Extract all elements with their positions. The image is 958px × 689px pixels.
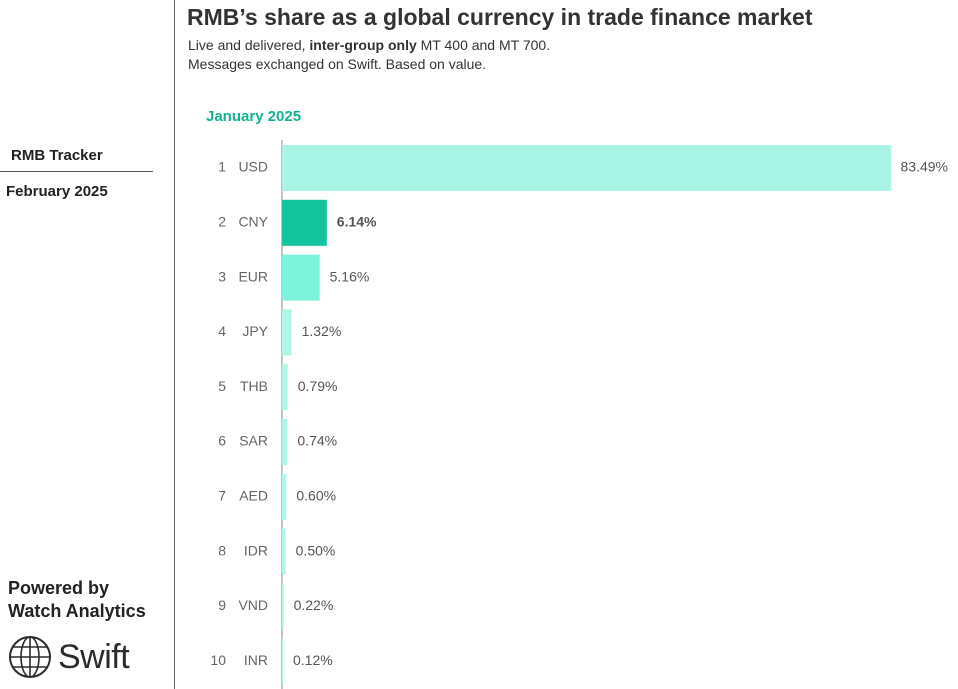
rank-label: 1 <box>218 159 226 175</box>
bar-inr <box>282 638 283 685</box>
value-label: 0.12% <box>293 652 333 668</box>
category-label: SAR <box>239 433 268 449</box>
vertical-divider <box>174 0 175 689</box>
period-label: January 2025 <box>206 108 302 125</box>
value-label: 0.22% <box>294 597 334 613</box>
subtitle-line1: Live and delivered, inter-group only MT … <box>188 37 550 53</box>
category-label: JPY <box>242 323 268 339</box>
subtitle-prefix: Live and delivered, <box>188 37 310 53</box>
category-label: INR <box>244 652 268 668</box>
bar-sar <box>282 419 288 465</box>
subtitle-line2: Messages exchanged on Swift. Based on va… <box>188 56 487 72</box>
tracker-date: February 2025 <box>6 183 108 200</box>
value-label: 83.49% <box>901 159 948 175</box>
value-label: 0.50% <box>296 542 336 558</box>
rank-label: 6 <box>218 433 226 449</box>
subtitle-suffix: MT 400 and MT 700. <box>416 37 551 53</box>
bar-jpy <box>282 309 292 356</box>
category-label: CNY <box>238 214 268 230</box>
powered-by-text: Powered by Watch Analytics <box>8 577 173 623</box>
category-label: AED <box>239 488 268 504</box>
rank-label: 3 <box>218 268 226 284</box>
sidebar: RMB Tracker February 2025 Powered by Wat… <box>0 0 175 689</box>
logo-wordmark: Swift <box>58 637 130 676</box>
powered-by-line2: Watch Analytics <box>8 601 146 621</box>
tracker-title: RMB Tracker <box>11 147 103 164</box>
bar-thb <box>282 364 288 411</box>
category-label: USD <box>238 159 268 175</box>
powered-by-line1: Powered by <box>8 578 110 598</box>
bar-vnd <box>282 583 284 630</box>
value-label: 6.14% <box>337 214 377 230</box>
value-label: 0.60% <box>296 488 336 504</box>
rank-label: 2 <box>218 214 226 230</box>
category-label: VND <box>238 597 268 613</box>
category-label: IDR <box>244 542 268 558</box>
page-title: RMB’s share as a global currency in trad… <box>187 4 813 30</box>
bar-aed <box>282 473 287 520</box>
globe-icon <box>9 636 51 678</box>
value-label: 1.32% <box>302 323 342 339</box>
value-label: 5.16% <box>330 268 370 284</box>
rank-label: 7 <box>218 488 226 504</box>
rank-label: 5 <box>218 378 226 394</box>
category-label: EUR <box>238 268 268 284</box>
rank-label: 8 <box>218 542 226 558</box>
rank-label: 10 <box>210 652 226 668</box>
tracker-divider <box>0 171 153 172</box>
bar-idr <box>282 528 286 575</box>
category-label: THB <box>240 378 268 394</box>
bar-eur <box>282 254 320 301</box>
value-label: 0.74% <box>297 433 337 449</box>
rank-label: 9 <box>218 597 226 613</box>
bar-cny <box>282 199 327 246</box>
bar-usd <box>282 145 891 191</box>
subtitle-bold: inter-group only <box>309 37 417 53</box>
rank-label: 4 <box>218 323 226 339</box>
swift-logo: Swift <box>8 634 130 680</box>
value-label: 0.79% <box>298 378 338 394</box>
